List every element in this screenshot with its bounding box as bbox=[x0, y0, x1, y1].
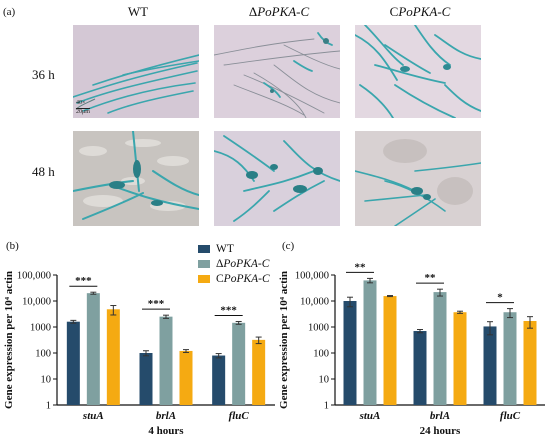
row-label-36h: 36 h bbox=[32, 67, 55, 82]
x-tick-label: fluC bbox=[500, 410, 521, 422]
bar bbox=[483, 326, 497, 405]
x-tick-label: brlA bbox=[430, 410, 450, 422]
legend-swatch-wt bbox=[198, 245, 210, 254]
bar bbox=[179, 350, 193, 405]
bar bbox=[139, 353, 153, 405]
bar bbox=[343, 301, 357, 405]
bar bbox=[363, 280, 377, 405]
col-head-complement: CPoPKA-C bbox=[389, 4, 451, 19]
bar bbox=[252, 339, 266, 405]
y-axis-label: Gene expression per 10⁴ actin bbox=[278, 271, 290, 409]
legend-item-complement: CPoPKA-C bbox=[198, 273, 270, 285]
y-tick-label: 1 bbox=[324, 401, 329, 412]
y-tick-label: 100,000 bbox=[17, 271, 51, 282]
y-tick-label: 10 bbox=[319, 375, 330, 386]
significance-marker: ** bbox=[425, 272, 437, 284]
significance-marker: ** bbox=[355, 261, 367, 273]
bar bbox=[106, 309, 120, 405]
x-tick-label: stuA bbox=[359, 410, 381, 422]
x-axis-label: 24 hours bbox=[420, 425, 461, 437]
panel-b-label: (b) bbox=[6, 240, 19, 252]
y-tick-label: 10,000 bbox=[300, 297, 329, 308]
micrograph-wt-36h bbox=[73, 25, 199, 118]
micrograph-complement-36h bbox=[355, 25, 481, 118]
significance-marker: *** bbox=[220, 304, 237, 316]
col-head-mutant: ΔPoPKA-C bbox=[248, 4, 310, 19]
significance-marker: * bbox=[497, 292, 503, 304]
significance-marker: *** bbox=[75, 275, 92, 287]
panel-c-label: (c) bbox=[282, 240, 295, 252]
y-tick-label: 1000 bbox=[308, 323, 329, 334]
legend-swatch-mutant bbox=[198, 260, 210, 269]
legend-item-wt: WT bbox=[198, 243, 234, 255]
x-axis-label: 4 hours bbox=[148, 425, 184, 437]
bar bbox=[523, 321, 537, 405]
x-tick-label: brlA bbox=[156, 410, 176, 422]
y-tick-label: 100 bbox=[35, 349, 51, 360]
row-label-48h: 48 h bbox=[32, 164, 55, 179]
y-tick-label: 1000 bbox=[30, 323, 51, 334]
bar bbox=[232, 322, 246, 405]
micrograph-complement-48h bbox=[355, 131, 481, 226]
y-axis-label: Gene expression per 10⁴ actin bbox=[3, 271, 15, 409]
micrograph-mutant-36h bbox=[214, 25, 340, 118]
chart-c: 1 10 100 1000 10,000 100,000 Gene expression p… bbox=[278, 261, 545, 437]
significance-marker: *** bbox=[148, 298, 165, 310]
y-tick-label: 100,000 bbox=[295, 271, 329, 282]
panel-a-label: (a) bbox=[3, 6, 16, 18]
micrograph-mutant-48h bbox=[214, 131, 340, 226]
x-tick-label: stuA bbox=[82, 410, 104, 422]
bar bbox=[86, 293, 100, 405]
micrograph-wt-48h bbox=[73, 131, 199, 226]
y-tick-label: 100 bbox=[313, 349, 329, 360]
bar bbox=[503, 312, 517, 405]
col-head-wt: WT bbox=[127, 4, 149, 19]
bar bbox=[453, 312, 467, 405]
legend: WT ΔPoPKA-C CPoPKA-C bbox=[198, 243, 308, 291]
x-tick-label: fluC bbox=[229, 410, 250, 422]
legend-item-mutant: ΔPoPKA-C bbox=[198, 258, 269, 270]
magnification-label: 40× bbox=[76, 100, 86, 106]
bar bbox=[66, 321, 80, 405]
y-tick-label: 10 bbox=[41, 375, 52, 386]
scale-bar: 20μm bbox=[76, 108, 90, 115]
bar bbox=[433, 292, 447, 405]
y-tick-label: 1 bbox=[46, 401, 51, 412]
bar bbox=[383, 296, 397, 405]
bar bbox=[159, 316, 173, 405]
y-tick-label: 10,000 bbox=[22, 297, 51, 308]
bar bbox=[413, 331, 427, 405]
bar bbox=[212, 355, 226, 405]
legend-swatch-complement bbox=[198, 275, 210, 284]
